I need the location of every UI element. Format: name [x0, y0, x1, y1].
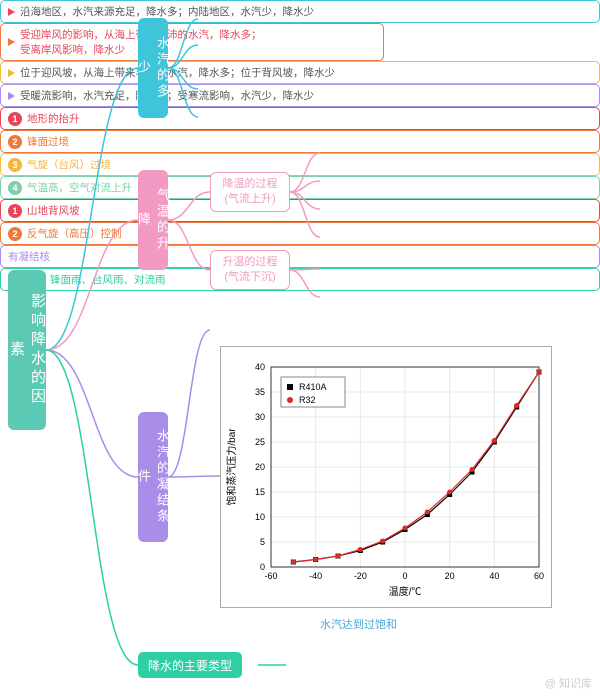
- saturation-pressure-chart: -60 -40 -20 0 20 40 60 0 5 10 15 20 25 30 35 40 R410A R32…: [220, 346, 552, 608]
- svg-text:60: 60: [534, 571, 544, 581]
- svg-text:-40: -40: [309, 571, 322, 581]
- chart-caption: 水汽达到过饱和: [320, 616, 397, 632]
- svg-text:40: 40: [489, 571, 499, 581]
- svg-text:-20: -20: [354, 571, 367, 581]
- svg-text:温度/℃: 温度/℃: [389, 585, 422, 598]
- svg-text:15: 15: [255, 487, 265, 497]
- svg-text:0: 0: [260, 562, 265, 572]
- svg-text:0: 0: [402, 571, 407, 581]
- svg-text:5: 5: [260, 537, 265, 547]
- svg-text:35: 35: [255, 387, 265, 397]
- svg-text:20: 20: [255, 462, 265, 472]
- temp-process-0: 降温的过程(气流上升): [210, 172, 290, 212]
- svg-text:-60: -60: [264, 571, 277, 581]
- branch-cond: 水汽的凝结条件: [138, 412, 168, 542]
- branch-moisture: 水汽的多少: [138, 18, 168, 118]
- svg-text:10: 10: [255, 512, 265, 522]
- watermark-text: @ 知识库: [545, 675, 592, 691]
- svg-text:20: 20: [445, 571, 455, 581]
- svg-text:30: 30: [255, 412, 265, 422]
- svg-text:R410A: R410A: [299, 382, 327, 392]
- svg-text:R32: R32: [299, 395, 316, 405]
- root-node: 影响降水的因素: [8, 270, 46, 430]
- svg-text:25: 25: [255, 437, 265, 447]
- svg-text:40: 40: [255, 362, 265, 372]
- svg-text:饱和蒸汽压力/bar: 饱和蒸汽压力/bar: [225, 428, 238, 506]
- temp-process-1: 升温的过程(气流下沉): [210, 250, 290, 290]
- branch-types: 降水的主要类型: [138, 652, 242, 678]
- branch-temp: 气温的升降: [138, 170, 168, 270]
